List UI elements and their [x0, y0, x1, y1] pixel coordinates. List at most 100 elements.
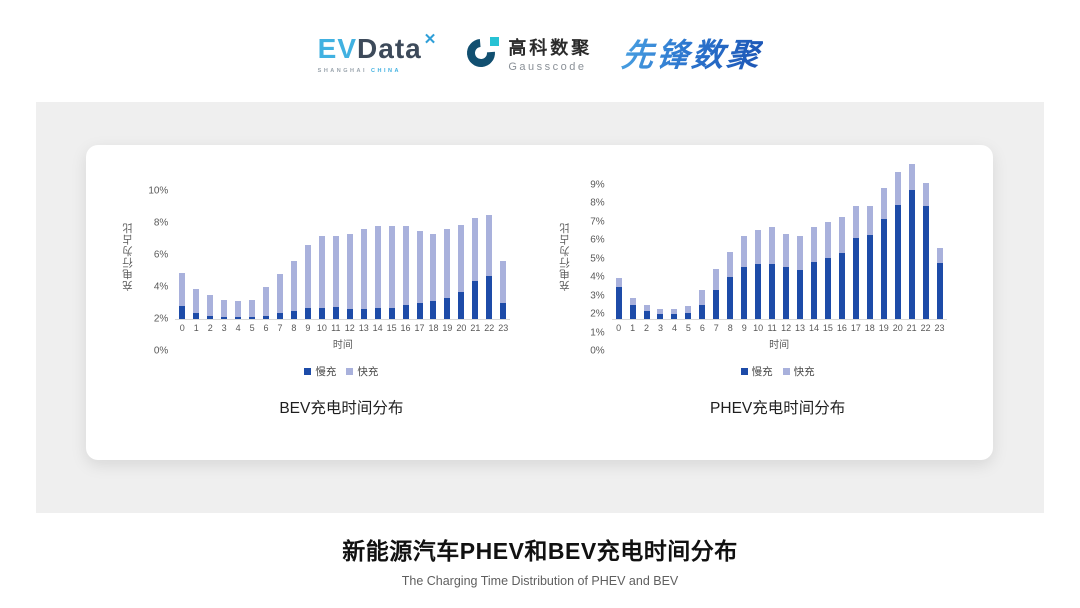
fast-legend-swatch [782, 368, 790, 375]
x-tick-label: 10 [753, 323, 764, 333]
x-tick-label: 13 [795, 323, 806, 333]
fast-charge-segment [486, 215, 493, 276]
slow-charge-segment [472, 281, 479, 319]
slow-charge-segment [304, 307, 311, 319]
phev-x-axis-title: 时间 [769, 340, 790, 351]
bar-cell [468, 218, 482, 319]
phev-plot-wrap: 0 1 2 3 4 5 6 7 8 9 10 11 12 13 14 15 16 17 18 19 20 21 22 23 时… [611, 154, 959, 351]
fast-charge-segment [304, 245, 311, 308]
slow-charge-segment [699, 305, 706, 319]
stacked-bar-hour-14 [810, 226, 817, 319]
y-tick-label: 6% [590, 234, 605, 246]
y-tick-label: 4% [590, 271, 605, 283]
bar-cell [217, 299, 231, 319]
fast-charge-segment [332, 235, 339, 307]
bev-legend-fast: 快充 [346, 364, 378, 379]
x-tick-label: 0 [179, 323, 185, 333]
gausscode-en-text: Gausscode [508, 60, 587, 73]
fast-charge-segment [193, 288, 200, 313]
bar-cell [315, 235, 329, 319]
x-tick-label: 6 [699, 323, 705, 333]
slow-charge-segment [430, 301, 437, 319]
x-tick-label: 19 [442, 323, 453, 333]
fast-charge-segment [402, 226, 409, 306]
stacked-bar-hour-9 [741, 236, 748, 319]
fast-charge-segment [838, 216, 845, 253]
fast-charge-segment [671, 308, 678, 315]
fast-legend-label: 快充 [357, 366, 379, 378]
bar-cell [203, 295, 217, 319]
slow-legend-swatch [740, 368, 748, 375]
y-tick-label: 0% [153, 345, 169, 357]
slow-charge-segment [444, 298, 451, 319]
bar-cell [807, 226, 821, 319]
chart-card: 充电行为占比 0% 2% 4% 6% 8% 10% 0 1 2 3 4 5 6 7 8 9 10 11 12 13 1… [86, 145, 993, 460]
stacked-bar-hour-19 [880, 188, 887, 319]
x-tick-label: 9 [741, 323, 747, 333]
slow-legend-label: 慢充 [315, 366, 337, 378]
fast-charge-segment [472, 218, 479, 282]
evdata-logo: EVData ✕ SHANGHAI CHINA [318, 32, 438, 74]
y-tick-label: 8% [590, 197, 605, 209]
slow-charge-segment [783, 267, 790, 319]
slow-charge-segment [332, 307, 339, 319]
stacked-bar-hour-5 [249, 299, 256, 319]
slow-charge-segment [235, 317, 242, 319]
stacked-bar-hour-23 [500, 261, 507, 319]
x-tick-label: 15 [822, 323, 833, 333]
x-tick-label: 0 [616, 323, 622, 333]
stacked-bar-hour-13 [797, 236, 804, 319]
fast-charge-segment [263, 287, 270, 316]
stacked-bar-hour-17 [852, 205, 859, 319]
slow-charge-segment [838, 252, 845, 319]
bar-cell [877, 188, 891, 319]
fast-charge-segment [346, 234, 353, 310]
x-tick-label: 18 [864, 323, 875, 333]
phev-chart: 充电行为占比 0% 1% 2% 3% 4% 5% 6% 7% 8% 9% 0 1 2 3 4 5 6 7 8 9 10… [557, 145, 959, 460]
stacked-bar-hour-18 [430, 234, 437, 319]
x-tick-label: 6 [263, 323, 269, 333]
stacked-bar-hour-21 [472, 218, 479, 319]
x-tick-label: 20 [456, 323, 467, 333]
bar-cell [245, 299, 259, 319]
fast-charge-segment [880, 188, 887, 220]
bar-cell [835, 216, 849, 319]
bar-cell [329, 235, 343, 319]
stacked-bar-hour-0 [615, 278, 622, 319]
x-tick-label: 14 [372, 323, 383, 333]
gausscode-logo: 高科数聚 Gausscode [461, 33, 592, 73]
stacked-bar-hour-4 [671, 308, 678, 319]
phev-chart-title: PHEV充电时间分布 [710, 400, 846, 417]
slow-charge-segment [249, 316, 256, 319]
fast-charge-segment [235, 301, 242, 318]
bar-cell [440, 229, 454, 319]
x-tick-label: 7 [277, 323, 283, 333]
y-tick-label: 1% [590, 327, 605, 339]
x-tick-label: 9 [305, 323, 311, 333]
stacked-bar-hour-21 [908, 164, 915, 319]
fast-charge-segment [430, 234, 437, 302]
bar-cell [626, 297, 640, 319]
stacked-bar-hour-11 [332, 235, 339, 319]
x-tick-label: 4 [235, 323, 241, 333]
gausscode-square [490, 37, 500, 46]
x-tick-label: 8 [291, 323, 297, 333]
bev-legend: 慢充 快充 [160, 364, 522, 379]
slow-charge-segment [276, 312, 283, 319]
bar-cell [905, 164, 919, 319]
x-tick-label: 21 [906, 323, 917, 333]
bev-x-axis-ticks: 0 1 2 3 4 5 6 7 8 9 10 11 12 13 14 15 16 17 18 19 20 21 22 23 [175, 323, 510, 333]
stacked-bar-hour-1 [193, 288, 200, 319]
x-tick-label: 16 [400, 323, 411, 333]
x-tick-label: 18 [428, 323, 439, 333]
slow-charge-segment [769, 263, 776, 319]
stacked-bar-hour-12 [346, 234, 353, 319]
fast-charge-segment [657, 308, 664, 315]
bar-cell [385, 226, 399, 319]
bar-cell [723, 251, 737, 319]
slow-charge-segment [263, 315, 270, 319]
bev-chart-main: 充电行为占比 0% 2% 4% 6% 8% 10% 0 1 2 3 4 5 6 7 8 9 10 11 12 13 1… [120, 179, 522, 357]
slow-charge-segment [671, 314, 678, 319]
x-tick-label: 2 [207, 323, 213, 333]
evdata-china-text: CHINA [371, 68, 401, 74]
